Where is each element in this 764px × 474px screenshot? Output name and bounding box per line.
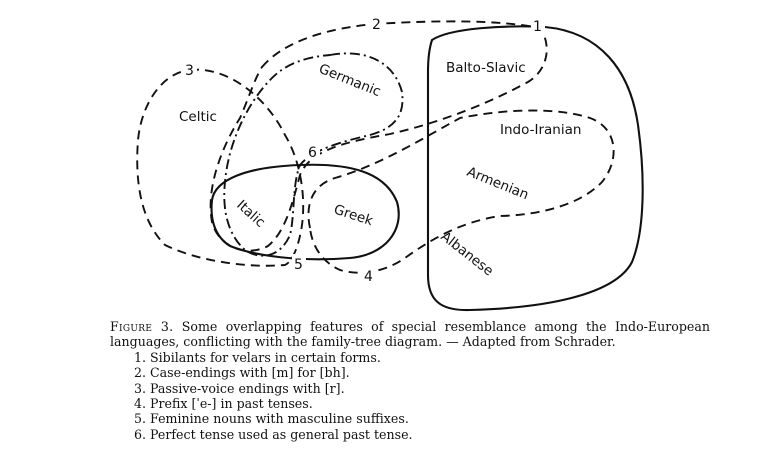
isogloss-4-number: 4 bbox=[364, 269, 373, 285]
italic-label: Italic bbox=[233, 197, 268, 231]
caption-text: Some overlapping features of special res… bbox=[110, 319, 710, 350]
figure-label: Figure 3. bbox=[110, 319, 174, 334]
legend-item-4: 4. Prefix [ˈe-] in past tenses. bbox=[134, 396, 313, 412]
celtic-label: Celtic bbox=[179, 109, 217, 125]
isogloss-legend: 1. Sibilants for velars in certain forms… bbox=[110, 350, 710, 442]
isogloss-6-number: 6 bbox=[308, 145, 317, 161]
isogloss-2-marker-backing bbox=[370, 14, 384, 32]
legend-item-3: 3. Passive-voice endings with [r]. bbox=[134, 380, 345, 396]
isogloss-6-boundary bbox=[223, 52, 404, 257]
armenian-label: Armenian bbox=[465, 164, 531, 203]
figure-caption: Figure 3. Some overlapping features of s… bbox=[110, 319, 710, 442]
isogloss-1-boundary bbox=[426, 25, 644, 312]
isogloss-5-number: 5 bbox=[294, 257, 303, 273]
legend-item-2: 2. Case-endings with [m] for [bh]. bbox=[134, 365, 350, 381]
isogloss-4-boundary bbox=[307, 109, 615, 274]
isogloss-2-number: 2 bbox=[372, 17, 381, 33]
indo-iranian-label: Indo-Iranian bbox=[500, 122, 581, 138]
legend-item-5: 5. Feminine nouns with masculine suffixe… bbox=[134, 411, 409, 427]
isogloss-4-marker-backing bbox=[362, 266, 376, 284]
isogloss-1-marker-backing bbox=[531, 16, 545, 34]
isogloss-2-boundary bbox=[209, 20, 548, 252]
isogloss-3-number: 3 bbox=[185, 63, 194, 79]
greek-label: Greek bbox=[332, 202, 375, 230]
legend-item-6: 6. Perfect tense used as general past te… bbox=[134, 426, 413, 442]
balto-slavic-label: Balto-Slavic bbox=[446, 60, 526, 76]
germanic-label: Germanic bbox=[317, 61, 383, 100]
isogloss-1-number: 1 bbox=[533, 19, 542, 35]
isogloss-5-boundary bbox=[210, 163, 400, 261]
isogloss-6-marker-backing bbox=[306, 142, 320, 160]
albanese-label: Albanese bbox=[438, 229, 497, 280]
caption-paragraph: Figure 3. Some overlapping features of s… bbox=[110, 319, 710, 350]
isogloss-5-marker-backing bbox=[292, 254, 306, 272]
isogloss-3-marker-backing bbox=[183, 60, 197, 78]
legend-item-1: 1. Sibilants for velars in certain forms… bbox=[134, 349, 381, 365]
